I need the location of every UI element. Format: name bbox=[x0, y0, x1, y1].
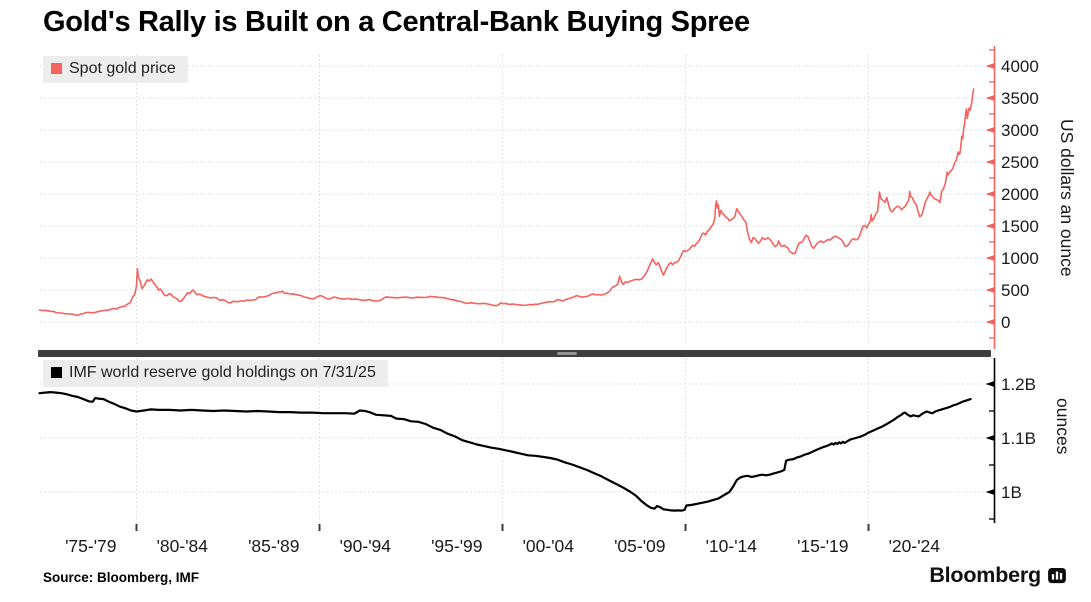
bloomberg-terminal-icon bbox=[1048, 567, 1066, 583]
y-tick-label: 1B bbox=[1001, 483, 1022, 502]
spot-gold-legend: Spot gold price bbox=[43, 56, 188, 83]
y-tick-label: 1000 bbox=[1001, 249, 1039, 268]
divider-drag-handle-icon[interactable] bbox=[557, 352, 577, 355]
y-tick-label: 4000 bbox=[1001, 57, 1039, 76]
spot-gold-price-chart: 0 500 1000 1500 2000 2500 3000 3500 4000 bbox=[38, 46, 1039, 349]
y-major-tick bbox=[985, 191, 995, 197]
panel-divider[interactable] bbox=[38, 350, 991, 357]
chart-title: Gold's Rally is Built on a Central-Bank … bbox=[43, 6, 750, 38]
x-axis-label: '95-'99 bbox=[431, 536, 483, 556]
y-major-tick bbox=[985, 159, 995, 165]
imf-holdings-legend: IMF world reserve gold holdings on 7/31/… bbox=[43, 360, 388, 387]
y-major-tick bbox=[985, 63, 995, 69]
spot-gold-price-line bbox=[38, 88, 975, 317]
x-axis-label: '10-'14 bbox=[705, 536, 758, 556]
y-tick-label: 1.2B bbox=[1001, 375, 1036, 394]
y-major-tick bbox=[985, 95, 995, 101]
y-major-tick bbox=[985, 287, 995, 293]
imf-gold-holdings-chart: 1B 1.1B 1.2B bbox=[38, 358, 1036, 531]
bloomberg-logo: Bloomberg bbox=[929, 563, 1066, 588]
y-major-tick bbox=[985, 255, 995, 261]
source-note: Source: Bloomberg, IMF bbox=[43, 570, 200, 585]
x-axis-label: '80-'84 bbox=[156, 536, 209, 556]
imf-holdings-legend-label: IMF world reserve gold holdings on 7/31/… bbox=[69, 364, 376, 381]
x-axis-label: '75-'79 bbox=[65, 536, 117, 556]
imf-holdings-line bbox=[38, 390, 972, 512]
x-axis-label: '85-'89 bbox=[248, 536, 300, 556]
y-major-tick bbox=[985, 223, 995, 229]
y-tick-label: 0 bbox=[1001, 313, 1010, 332]
bloomberg-wordmark: Bloomberg bbox=[929, 563, 1041, 587]
x-axis-labels: '75-'79 '80-'84 '85-'89 '90-'94 '95-'99 '00-'… bbox=[0, 536, 1091, 560]
x-axis-label: '05-'09 bbox=[614, 536, 666, 556]
y-major-tick bbox=[985, 381, 995, 387]
x-axis-label: '90-'94 bbox=[339, 536, 392, 556]
y-tick-label: 500 bbox=[1001, 281, 1029, 300]
spot-gold-legend-label: Spot gold price bbox=[69, 60, 176, 77]
y-tick-label: 2000 bbox=[1001, 185, 1039, 204]
y-tick-label: 1.1B bbox=[1001, 429, 1036, 448]
x-axis-label: '20-'24 bbox=[888, 536, 941, 556]
y-tick-label: 3500 bbox=[1001, 89, 1039, 108]
y-major-tick bbox=[985, 435, 995, 441]
x-axis-label: '00-'04 bbox=[522, 536, 575, 556]
x-axis-label: '15-'19 bbox=[797, 536, 849, 556]
y-tick-label: 1500 bbox=[1001, 217, 1039, 236]
y-major-tick bbox=[985, 319, 995, 325]
imf-holdings-swatch-icon bbox=[51, 367, 62, 378]
spot-gold-swatch-icon bbox=[51, 63, 62, 74]
y-major-tick bbox=[985, 489, 995, 495]
gold-price-axis-title: US dollars an ounce bbox=[1057, 119, 1077, 277]
y-major-tick bbox=[985, 127, 995, 133]
holdings-axis-title: ounces bbox=[1053, 397, 1073, 455]
y-tick-label: 2500 bbox=[1001, 153, 1039, 172]
y-tick-label: 3000 bbox=[1001, 121, 1039, 140]
